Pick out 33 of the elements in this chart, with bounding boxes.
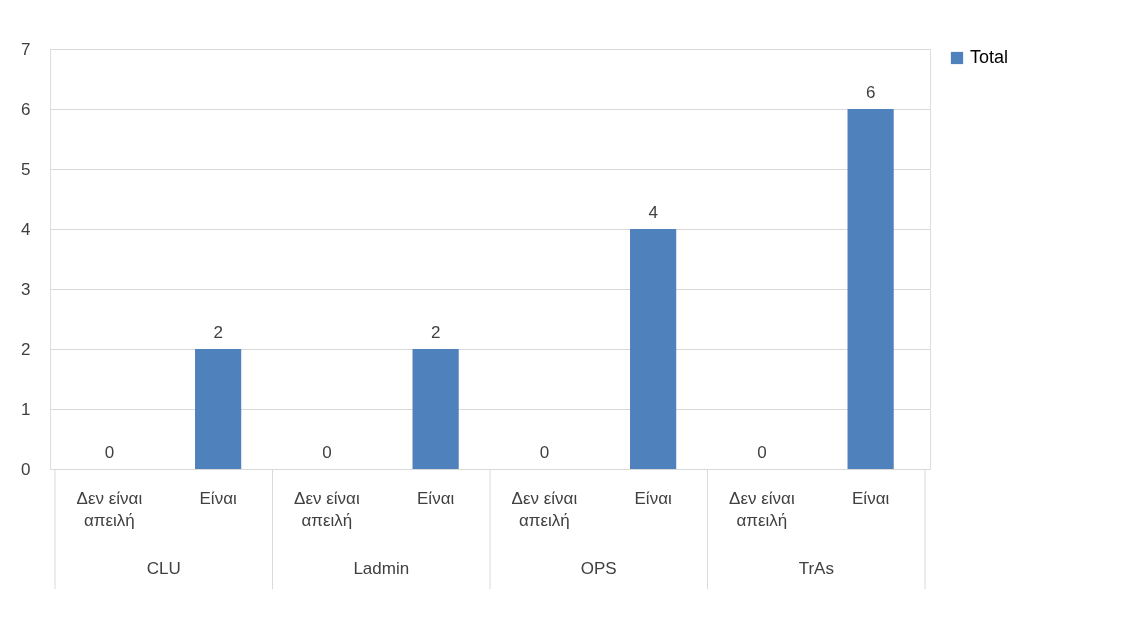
data-label: 0	[757, 443, 767, 462]
x-tick-label: Δεν είναι απειλή	[76, 489, 143, 530]
y-tick-label: 0	[21, 459, 31, 479]
data-label: 4	[648, 203, 658, 222]
x-tick-label: Είναι	[634, 489, 672, 508]
y-tick-label: 7	[21, 39, 31, 59]
text: Ladmin	[353, 559, 410, 578]
x-tick-label: Δεν είναι απειλή	[294, 489, 360, 530]
bar	[412, 349, 459, 469]
legend-label: Total	[970, 47, 1009, 67]
bar	[195, 349, 242, 469]
data-label: 0	[104, 443, 115, 462]
y-tick-label: 1	[21, 399, 31, 419]
data-label: 0	[539, 443, 550, 462]
y-tick-label: 2	[21, 339, 31, 359]
data-label: 2	[213, 323, 223, 342]
bar	[630, 229, 677, 469]
x-tick-label: Είναι	[417, 489, 455, 508]
text: TrAs	[798, 559, 834, 578]
y-tick-label: 4	[21, 219, 31, 239]
bar	[847, 109, 894, 469]
x-tick-label: Είναι	[199, 489, 237, 508]
text: OPS	[580, 559, 617, 578]
y-tick-label: 5	[21, 159, 31, 179]
data-label: 0	[322, 443, 332, 462]
x-tick-label: Δεν είναι απειλή	[729, 489, 795, 530]
y-tick-label: 3	[21, 279, 31, 299]
data-label: 6	[865, 83, 876, 102]
data-label: 2	[430, 323, 441, 342]
x-tick-label: Δεν είναι απειλή	[511, 489, 578, 530]
x-tick-label: Είναι	[852, 489, 890, 508]
text: CLU	[146, 559, 181, 578]
y-tick-label: 6	[21, 99, 31, 119]
